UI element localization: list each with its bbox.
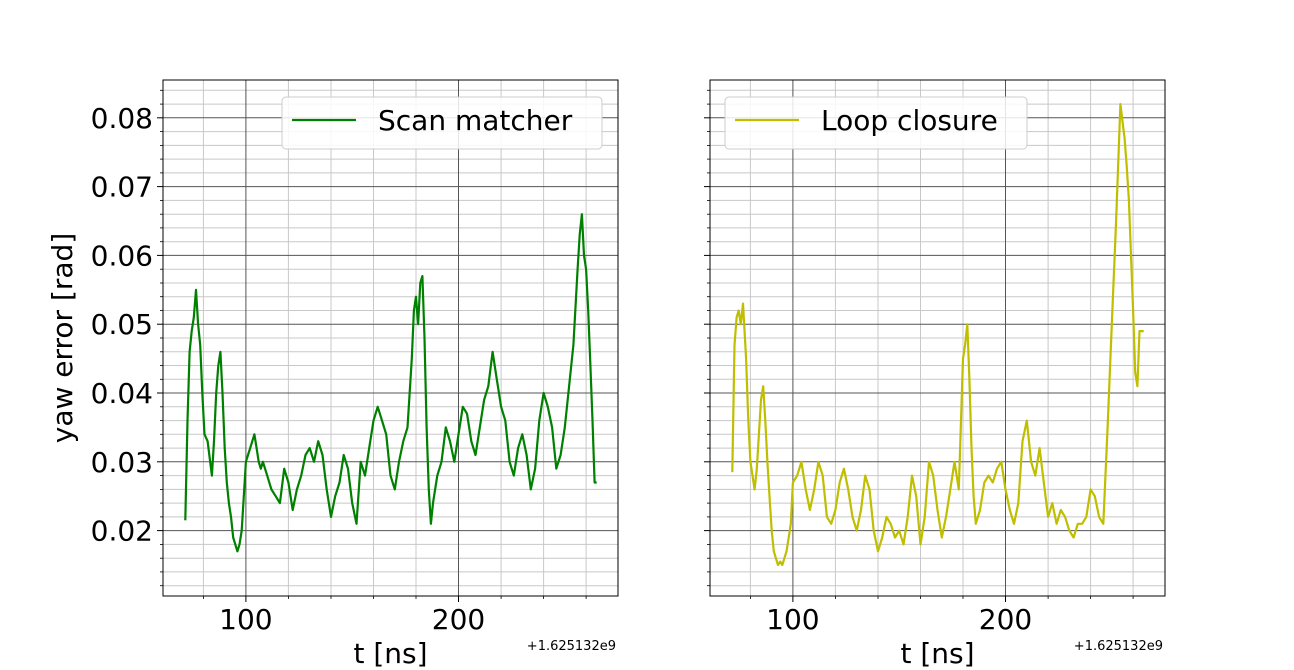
shared-y-axis-label: yaw error [rad] [46,233,79,444]
y-tick-label: 0.08 [91,102,153,135]
x-tick-label: 100 [219,603,272,636]
chart-panel-scan-matcher: 100 200 0.02 0.03 0.04 0.05 0.06 0.07 0.08 Scan m… [91,79,619,670]
axes-frame [709,79,1166,597]
x-axis-offset-label: +1.625132e9 [527,639,616,654]
y-tick-label: 0.05 [91,308,153,341]
x-tick-label: 100 [766,603,819,636]
legend-box [281,96,603,150]
legend: Scan matcher [281,96,603,150]
x-tick-label: 200 [432,603,485,636]
x-axis-label: t [ns] [353,637,427,670]
y-tick-label: 0.06 [91,239,153,272]
x-axis-label: t [ns] [900,637,974,670]
x-axis-offset-label: +1.625132e9 [1074,639,1163,654]
y-tick-label: 0.07 [91,171,153,204]
y-tick-label: 0.03 [91,446,153,479]
y-tick-label: 0.02 [91,515,153,548]
series-line [731,102,1144,567]
legend: Loop closure [724,96,1028,150]
chart-panel-loop-closure: 100 200 Loop closure t [ns] +1.625132e9 [704,79,1166,670]
x-tick-label: 200 [979,603,1032,636]
legend-label: Loop closure [821,104,998,137]
legend-box [724,96,1028,150]
series-line [184,213,597,553]
y-tick-label: 0.04 [91,377,153,410]
legend-label: Scan matcher [378,104,573,137]
axes-frame [162,79,619,597]
